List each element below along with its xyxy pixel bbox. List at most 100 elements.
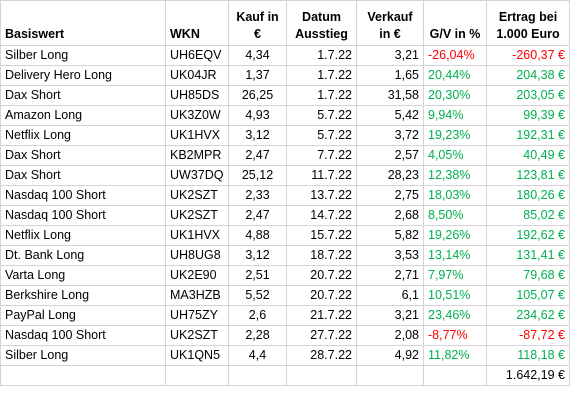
cell-datum[interactable]: 20.7.22 (286, 285, 357, 306)
cell-gv[interactable]: 20,30% (423, 85, 487, 106)
cell-kauf[interactable]: 3,12 (228, 125, 287, 146)
cell-basiswert[interactable]: Dt. Bank Long (0, 245, 166, 266)
cell-verkauf[interactable]: 2,08 (356, 325, 424, 346)
cell-kauf[interactable]: 1,37 (228, 65, 287, 86)
cell-basiswert[interactable]: Dax Short (0, 165, 166, 186)
cell-basiswert[interactable]: Berkshire Long (0, 285, 166, 306)
cell-ertrag[interactable]: 203,05 € (486, 85, 570, 106)
cell-datum[interactable]: 18.7.22 (286, 245, 357, 266)
cell-basiswert[interactable]: PayPal Long (0, 305, 166, 326)
cell-verkauf[interactable]: 2,68 (356, 205, 424, 226)
cell-verkauf[interactable]: 5,82 (356, 225, 424, 246)
cell-kauf[interactable]: 2,47 (228, 145, 287, 166)
cell-datum[interactable]: 27.7.22 (286, 325, 357, 346)
cell-kauf[interactable]: 2,51 (228, 265, 287, 286)
cell-verkauf[interactable]: 28,23 (356, 165, 424, 186)
cell-basiswert[interactable]: Netflix Long (0, 225, 166, 246)
cell-verkauf[interactable]: 3,72 (356, 125, 424, 146)
header-basiswert[interactable]: Basiswert (0, 0, 166, 46)
cell-kauf[interactable]: 26,25 (228, 85, 287, 106)
cell-wkn[interactable]: UH8UG8 (165, 245, 229, 266)
cell-basiswert[interactable]: Silber Long (0, 45, 166, 66)
cell-gv[interactable]: 9,94% (423, 105, 487, 126)
cell-ertrag[interactable]: 234,62 € (486, 305, 570, 326)
cell-wkn[interactable]: UK3Z0W (165, 105, 229, 126)
cell-kauf[interactable]: 25,12 (228, 165, 287, 186)
cell-wkn[interactable]: UH85DS (165, 85, 229, 106)
header-verkauf[interactable]: Verkauf in € (356, 0, 424, 46)
empty-cell[interactable] (423, 365, 487, 386)
cell-gv[interactable]: 20,44% (423, 65, 487, 86)
cell-kauf[interactable]: 5,52 (228, 285, 287, 306)
cell-ertrag[interactable]: -87,72 € (486, 325, 570, 346)
header-kauf[interactable]: Kauf in € (228, 0, 287, 46)
cell-gv[interactable]: 23,46% (423, 305, 487, 326)
cell-ertrag[interactable]: 123,81 € (486, 165, 570, 186)
cell-basiswert[interactable]: Nasdaq 100 Short (0, 325, 166, 346)
cell-kauf[interactable]: 4,93 (228, 105, 287, 126)
cell-datum[interactable]: 1.7.22 (286, 65, 357, 86)
empty-cell[interactable] (356, 365, 424, 386)
cell-gv[interactable]: 8,50% (423, 205, 487, 226)
cell-ertrag[interactable]: 79,68 € (486, 265, 570, 286)
cell-basiswert[interactable]: Dax Short (0, 85, 166, 106)
cell-gv[interactable]: -26,04% (423, 45, 487, 66)
cell-wkn[interactable]: UK1HVX (165, 125, 229, 146)
cell-ertrag[interactable]: 192,31 € (486, 125, 570, 146)
cell-verkauf[interactable]: 2,75 (356, 185, 424, 206)
cell-wkn[interactable]: UK2SZT (165, 325, 229, 346)
header-gv[interactable]: G/V in % (423, 0, 487, 46)
cell-kauf[interactable]: 2,47 (228, 205, 287, 226)
cell-basiswert[interactable]: Nasdaq 100 Short (0, 185, 166, 206)
cell-wkn[interactable]: MA3HZB (165, 285, 229, 306)
cell-basiswert[interactable]: Netflix Long (0, 125, 166, 146)
cell-ertrag[interactable]: 85,02 € (486, 205, 570, 226)
cell-wkn[interactable]: UH6EQV (165, 45, 229, 66)
empty-cell[interactable] (165, 365, 229, 386)
cell-gv[interactable]: 19,26% (423, 225, 487, 246)
cell-basiswert[interactable]: Varta Long (0, 265, 166, 286)
cell-gv[interactable]: -8,77% (423, 325, 487, 346)
cell-gv[interactable]: 19,23% (423, 125, 487, 146)
cell-datum[interactable]: 7.7.22 (286, 145, 357, 166)
cell-kauf[interactable]: 4,34 (228, 45, 287, 66)
total-cell[interactable]: 1.642,19 € (486, 365, 570, 386)
cell-ertrag[interactable]: 105,07 € (486, 285, 570, 306)
cell-ertrag[interactable]: 204,38 € (486, 65, 570, 86)
cell-wkn[interactable]: UW37DQ (165, 165, 229, 186)
header-wkn[interactable]: WKN (165, 0, 229, 46)
empty-cell[interactable] (228, 365, 287, 386)
cell-wkn[interactable]: UH75ZY (165, 305, 229, 326)
cell-gv[interactable]: 7,97% (423, 265, 487, 286)
cell-datum[interactable]: 14.7.22 (286, 205, 357, 226)
cell-verkauf[interactable]: 3,21 (356, 305, 424, 326)
cell-kauf[interactable]: 2,33 (228, 185, 287, 206)
cell-datum[interactable]: 28.7.22 (286, 345, 357, 366)
cell-kauf[interactable]: 2,6 (228, 305, 287, 326)
cell-ertrag[interactable]: 192,62 € (486, 225, 570, 246)
cell-kauf[interactable]: 3,12 (228, 245, 287, 266)
cell-ertrag[interactable]: 118,18 € (486, 345, 570, 366)
cell-datum[interactable]: 20.7.22 (286, 265, 357, 286)
cell-gv[interactable]: 12,38% (423, 165, 487, 186)
cell-verkauf[interactable]: 5,42 (356, 105, 424, 126)
cell-verkauf[interactable]: 3,53 (356, 245, 424, 266)
cell-datum[interactable]: 11.7.22 (286, 165, 357, 186)
cell-gv[interactable]: 11,82% (423, 345, 487, 366)
cell-verkauf[interactable]: 6,1 (356, 285, 424, 306)
cell-gv[interactable]: 18,03% (423, 185, 487, 206)
cell-kauf[interactable]: 2,28 (228, 325, 287, 346)
cell-basiswert[interactable]: Silber Long (0, 345, 166, 366)
cell-datum[interactable]: 1.7.22 (286, 85, 357, 106)
cell-wkn[interactable]: KB2MPR (165, 145, 229, 166)
cell-wkn[interactable]: UK2E90 (165, 265, 229, 286)
cell-basiswert[interactable]: Delivery Hero Long (0, 65, 166, 86)
empty-cell[interactable] (286, 365, 357, 386)
cell-datum[interactable]: 1.7.22 (286, 45, 357, 66)
cell-wkn[interactable]: UK2SZT (165, 185, 229, 206)
cell-verkauf[interactable]: 1,65 (356, 65, 424, 86)
cell-verkauf[interactable]: 2,57 (356, 145, 424, 166)
header-ertrag[interactable]: Ertrag bei 1.000 Euro (486, 0, 570, 46)
cell-kauf[interactable]: 4,4 (228, 345, 287, 366)
cell-verkauf[interactable]: 4,92 (356, 345, 424, 366)
